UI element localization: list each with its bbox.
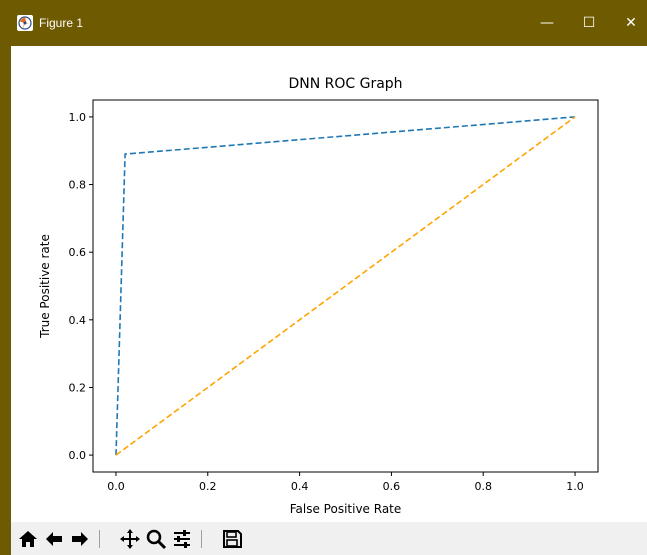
minimize-button[interactable]: —: [540, 15, 554, 31]
zoom-icon: [146, 529, 167, 550]
y-tick-label: 1.0: [69, 111, 87, 124]
home-button[interactable]: [15, 526, 41, 552]
y-tick-label: 0.8: [69, 179, 87, 192]
chart-title: DNN ROC Graph: [288, 76, 402, 92]
y-tick-label: 0.0: [69, 449, 87, 462]
x-tick-label: 0.6: [383, 480, 401, 493]
zoom-button[interactable]: [143, 526, 169, 552]
plot-frame: [92, 99, 599, 473]
back-button[interactable]: [41, 526, 67, 552]
home-icon: [19, 531, 37, 547]
title-bar[interactable]: Figure 1 — ☐ ✕: [0, 0, 647, 46]
window-border: [0, 0, 11, 555]
y-tick-label: 0.6: [69, 246, 87, 259]
configure-subplots-icon: [174, 530, 190, 548]
save-icon: [223, 530, 242, 548]
y-tick-label: 0.2: [69, 381, 87, 394]
back-icon: [46, 532, 62, 546]
y-tick-label: 0.4: [69, 314, 87, 327]
x-tick-label: 0.2: [199, 480, 217, 493]
window-title: Figure 1: [39, 16, 84, 30]
toolbar-separator: [99, 530, 100, 548]
pan-icon: [120, 529, 140, 549]
roc-chart: DNN ROC Graph False Positive Rate True P…: [38, 76, 599, 516]
maximize-button[interactable]: ☐: [582, 15, 596, 31]
navigation-toolbar: [11, 522, 647, 555]
forward-button[interactable]: [67, 526, 93, 552]
save-button[interactable]: [219, 526, 245, 552]
x-tick-label: 1.0: [566, 480, 584, 493]
x-tick-label: 0.0: [107, 480, 125, 493]
diagonal-reference-line: [115, 116, 576, 456]
app-icon: [17, 15, 33, 31]
roc-curve-line: [115, 116, 576, 456]
figure-canvas[interactable]: DNN ROC Graph False Positive Rate True P…: [11, 46, 647, 522]
toolbar-separator: [201, 530, 202, 548]
y-axis-label: True Positive rate: [38, 234, 52, 339]
x-tick-label: 0.8: [474, 480, 492, 493]
x-tick-label: 0.4: [291, 480, 309, 493]
forward-icon: [72, 532, 88, 546]
pan-button[interactable]: [117, 526, 143, 552]
x-axis-label: False Positive Rate: [290, 502, 402, 516]
close-button[interactable]: ✕: [625, 15, 637, 31]
configure-subplots-button[interactable]: [169, 526, 195, 552]
